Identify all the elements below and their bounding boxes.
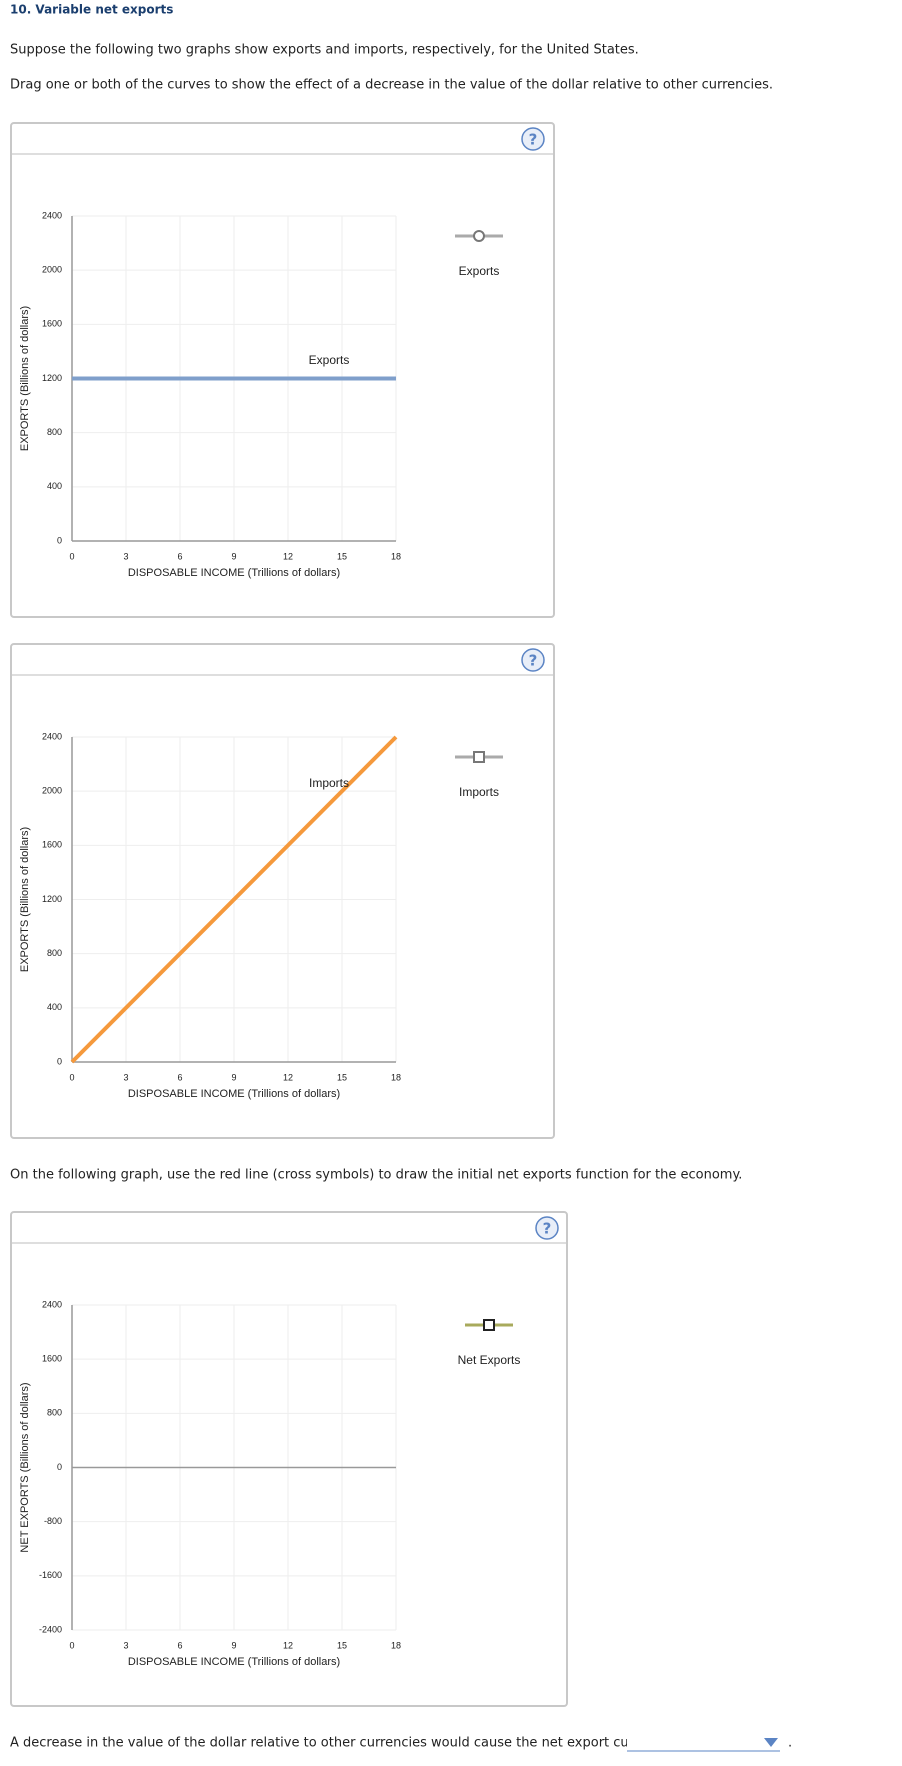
x-axis-label: DISPOSABLE INCOME (Trillions of dollars) xyxy=(128,567,340,579)
x-tick-label: 12 xyxy=(283,551,293,561)
instruction: Drag one or both of the curves to show t… xyxy=(10,78,773,93)
question-title: 10. Variable net exports xyxy=(10,3,173,17)
x-tick-label: 3 xyxy=(123,1072,128,1082)
curve-label: Imports xyxy=(309,776,349,790)
help-button[interactable] xyxy=(521,127,545,151)
x-tick-label: 9 xyxy=(231,1640,236,1650)
x-axis-label: DISPOSABLE INCOME (Trillions of dollars) xyxy=(128,1088,340,1100)
graph-panel xyxy=(10,122,555,618)
y-tick-label: 1200 xyxy=(42,373,62,383)
y-tick-label: 1600 xyxy=(42,1354,62,1364)
y-tick-label: 400 xyxy=(47,481,62,491)
y-tick-label: 1600 xyxy=(42,319,62,329)
y-tick-label: 800 xyxy=(47,948,62,958)
legend-marker[interactable] xyxy=(473,751,485,763)
x-tick-label: 3 xyxy=(123,551,128,561)
dropdown-box[interactable] xyxy=(627,1732,780,1752)
x-tick-label: 6 xyxy=(177,1072,182,1082)
y-tick-label: -800 xyxy=(44,1516,62,1526)
x-axis-label: DISPOSABLE INCOME (Trillions of dollars) xyxy=(128,1656,340,1668)
curve[interactable] xyxy=(70,735,398,1064)
y-tick-label: 2400 xyxy=(42,731,62,741)
x-tick-label: 9 xyxy=(231,551,236,561)
help-button[interactable] xyxy=(521,648,545,672)
dropdown-arrow[interactable] xyxy=(764,1738,778,1747)
y-tick-label: 1200 xyxy=(42,894,62,904)
curve-label: Exports xyxy=(309,353,350,367)
x-tick-label: 3 xyxy=(123,1640,128,1650)
y-tick-label: 0 xyxy=(57,535,62,545)
y-tick-label: -2400 xyxy=(39,1624,62,1634)
y-tick-label: 2000 xyxy=(42,265,62,275)
legend-marker[interactable] xyxy=(483,1319,495,1331)
x-tick-label: 12 xyxy=(283,1072,293,1082)
x-tick-label: 18 xyxy=(391,1072,401,1082)
x-tick-label: 6 xyxy=(177,551,182,561)
instruction: On the following graph, use the red line… xyxy=(10,1168,742,1183)
x-tick-label: 6 xyxy=(177,1640,182,1650)
help-button-label[interactable]: ? xyxy=(529,131,538,149)
help-button-label[interactable]: ? xyxy=(529,652,538,670)
dropdown[interactable] xyxy=(627,1732,780,1752)
y-tick-label: 2400 xyxy=(42,210,62,220)
y-tick-label: 2000 xyxy=(42,786,62,796)
y-tick-label: 800 xyxy=(47,427,62,437)
y-tick-label: 0 xyxy=(57,1462,62,1472)
x-tick-label: 9 xyxy=(231,1072,236,1082)
x-tick-label: 18 xyxy=(391,551,401,561)
x-tick-label: 15 xyxy=(337,1072,347,1082)
x-tick-label: 0 xyxy=(69,551,74,561)
y-axis-label: NET EXPORTS (Billions of dollars) xyxy=(19,1382,31,1552)
legend-label: Exports xyxy=(459,264,500,278)
y-axis-label: EXPORTS (Billions of dollars) xyxy=(19,306,31,451)
x-tick-label: 0 xyxy=(69,1640,74,1650)
y-axis-label: EXPORTS (Billions of dollars) xyxy=(19,827,31,972)
answer-end: . xyxy=(788,1736,792,1751)
help-button-label[interactable]: ? xyxy=(543,1220,552,1238)
answer-prompt: A decrease in the value of the dollar re… xyxy=(10,1736,667,1751)
y-tick-label: 1600 xyxy=(42,840,62,850)
legend-label: Net Exports xyxy=(458,1353,521,1367)
y-tick-label: 0 xyxy=(57,1056,62,1066)
x-tick-label: 15 xyxy=(337,551,347,561)
x-tick-label: 0 xyxy=(69,1072,74,1082)
help-button[interactable] xyxy=(535,1216,559,1240)
x-tick-label: 15 xyxy=(337,1640,347,1650)
y-tick-label: 2400 xyxy=(42,1299,62,1309)
graph-panel xyxy=(10,1211,568,1707)
y-tick-label: 400 xyxy=(47,1002,62,1012)
y-tick-label: 800 xyxy=(47,1408,62,1418)
x-tick-label: 18 xyxy=(391,1640,401,1650)
instruction: Suppose the following two graphs show ex… xyxy=(10,43,639,58)
legend-marker[interactable] xyxy=(473,230,485,242)
x-tick-label: 12 xyxy=(283,1640,293,1650)
legend-label: Imports xyxy=(459,785,499,799)
graph-panel xyxy=(10,643,555,1139)
y-tick-label: -1600 xyxy=(39,1570,62,1580)
